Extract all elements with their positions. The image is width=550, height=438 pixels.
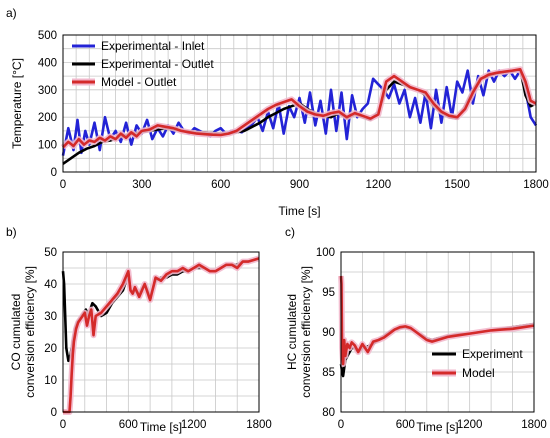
y-tick-label: 0 (51, 167, 57, 179)
x-tick-label: 900 (290, 179, 309, 191)
panel-b-y-axis-label-line-2: conversion efficiency [%] (23, 266, 37, 398)
panel-a-label: a) (6, 6, 17, 20)
panel-b-plot-frame (62, 251, 260, 413)
y-tick-label: 0 (51, 407, 57, 419)
y-tick-label: 85 (322, 367, 335, 379)
panel-c-plot-frame (340, 251, 535, 413)
y-tick-label: 100 (38, 140, 57, 152)
panel-a-plot-frame (62, 34, 537, 173)
panel-b-y-axis-label: CO cumulated conversion efficiency [%] (9, 266, 37, 398)
panel-a-series-lines (60, 66, 538, 165)
x-tick-label: 0 (60, 419, 66, 431)
panel-b-series-lines (61, 255, 260, 415)
legend-label-experiment: Experiment (462, 347, 523, 361)
y-tick-label: 300 (38, 85, 57, 97)
panel-b-x-axis-label: Time [s] (140, 420, 182, 434)
panel-c-hc-efficiency-chart: c) 0 600 1200 1800 80 85 90 95 100 Time [s] HC c… (285, 225, 547, 434)
series-line-model (63, 257, 260, 414)
y-tick-label: 100 (316, 247, 335, 259)
series-line-model (339, 275, 535, 366)
y-tick-label: 50 (44, 247, 57, 259)
x-tick-label: 1200 (366, 179, 392, 191)
panel-b-co-efficiency-chart: b) 0 600 1200 1800 0 10 20 30 40 50 Time [s] CO c… (6, 225, 272, 434)
panel-c-y-axis-label-line-2: conversion efficiency [%] (299, 266, 313, 398)
panel-b-y-axis-label-line-1: CO cumulated (9, 294, 23, 371)
x-tick-label: 1800 (246, 419, 272, 431)
panel-c-x-axis-label: Time [s] (416, 420, 458, 434)
legend-label-outlet: Experimental - Outlet (101, 57, 214, 71)
legend-label-inlet: Experimental - Inlet (101, 39, 205, 53)
panel-c-y-axis-label-line-1: HC cumulated (285, 294, 299, 370)
x-tick-label: 1200 (181, 419, 207, 431)
y-tick-label: 200 (38, 112, 57, 124)
panel-c-series-lines (338, 275, 535, 378)
panel-a-x-axis-label: Time [s] (278, 204, 320, 218)
panel-b-label: b) (6, 225, 17, 239)
panel-a-legend: Experimental - Inlet Experimental - Outl… (72, 39, 214, 89)
x-tick-label: 300 (132, 179, 151, 191)
panel-c-legend: Experiment Model (432, 347, 523, 380)
y-tick-label: 90 (322, 327, 335, 339)
y-tick-label: 400 (38, 57, 57, 69)
x-tick-label: 1500 (444, 179, 470, 191)
y-tick-label: 20 (44, 343, 57, 355)
y-tick-label: 80 (322, 407, 335, 419)
x-tick-label: 1800 (523, 179, 549, 191)
y-tick-label: 500 (38, 30, 57, 42)
y-tick-label: 10 (44, 375, 57, 387)
legend-label-model: Model (462, 366, 495, 380)
panel-b-tick-labels: 0 600 1200 1800 0 10 20 30 40 50 (44, 247, 272, 431)
panel-a-y-axis-label: Temperature [°C] (10, 58, 24, 149)
y-tick-label: 95 (322, 287, 335, 299)
panel-c-y-axis-label: HC cumulated conversion efficiency [%] (285, 266, 313, 398)
legend-label-model: Model - Outlet (101, 75, 177, 89)
panel-a-temperature-chart: a) 0 300 600 900 1200 1500 1800 0 100 200 300 400 50… (6, 6, 549, 218)
panel-a-tick-labels: 0 300 600 900 1200 1500 1800 0 100 200 300 400 500 (38, 30, 549, 191)
x-tick-label: 600 (211, 179, 230, 191)
x-tick-label: 600 (119, 419, 138, 431)
panel-c-label: c) (285, 225, 295, 239)
panel-c-tick-labels: 0 600 1200 1800 80 85 90 95 100 (316, 247, 547, 431)
x-tick-label: 0 (60, 179, 66, 191)
series-line-model-outlet (62, 68, 537, 149)
x-tick-label: 0 (338, 419, 344, 431)
y-tick-label: 40 (44, 279, 57, 291)
x-tick-label: 1200 (457, 419, 483, 431)
y-tick-label: 30 (44, 311, 57, 323)
x-tick-label: 1800 (521, 419, 547, 431)
x-tick-label: 600 (396, 419, 415, 431)
